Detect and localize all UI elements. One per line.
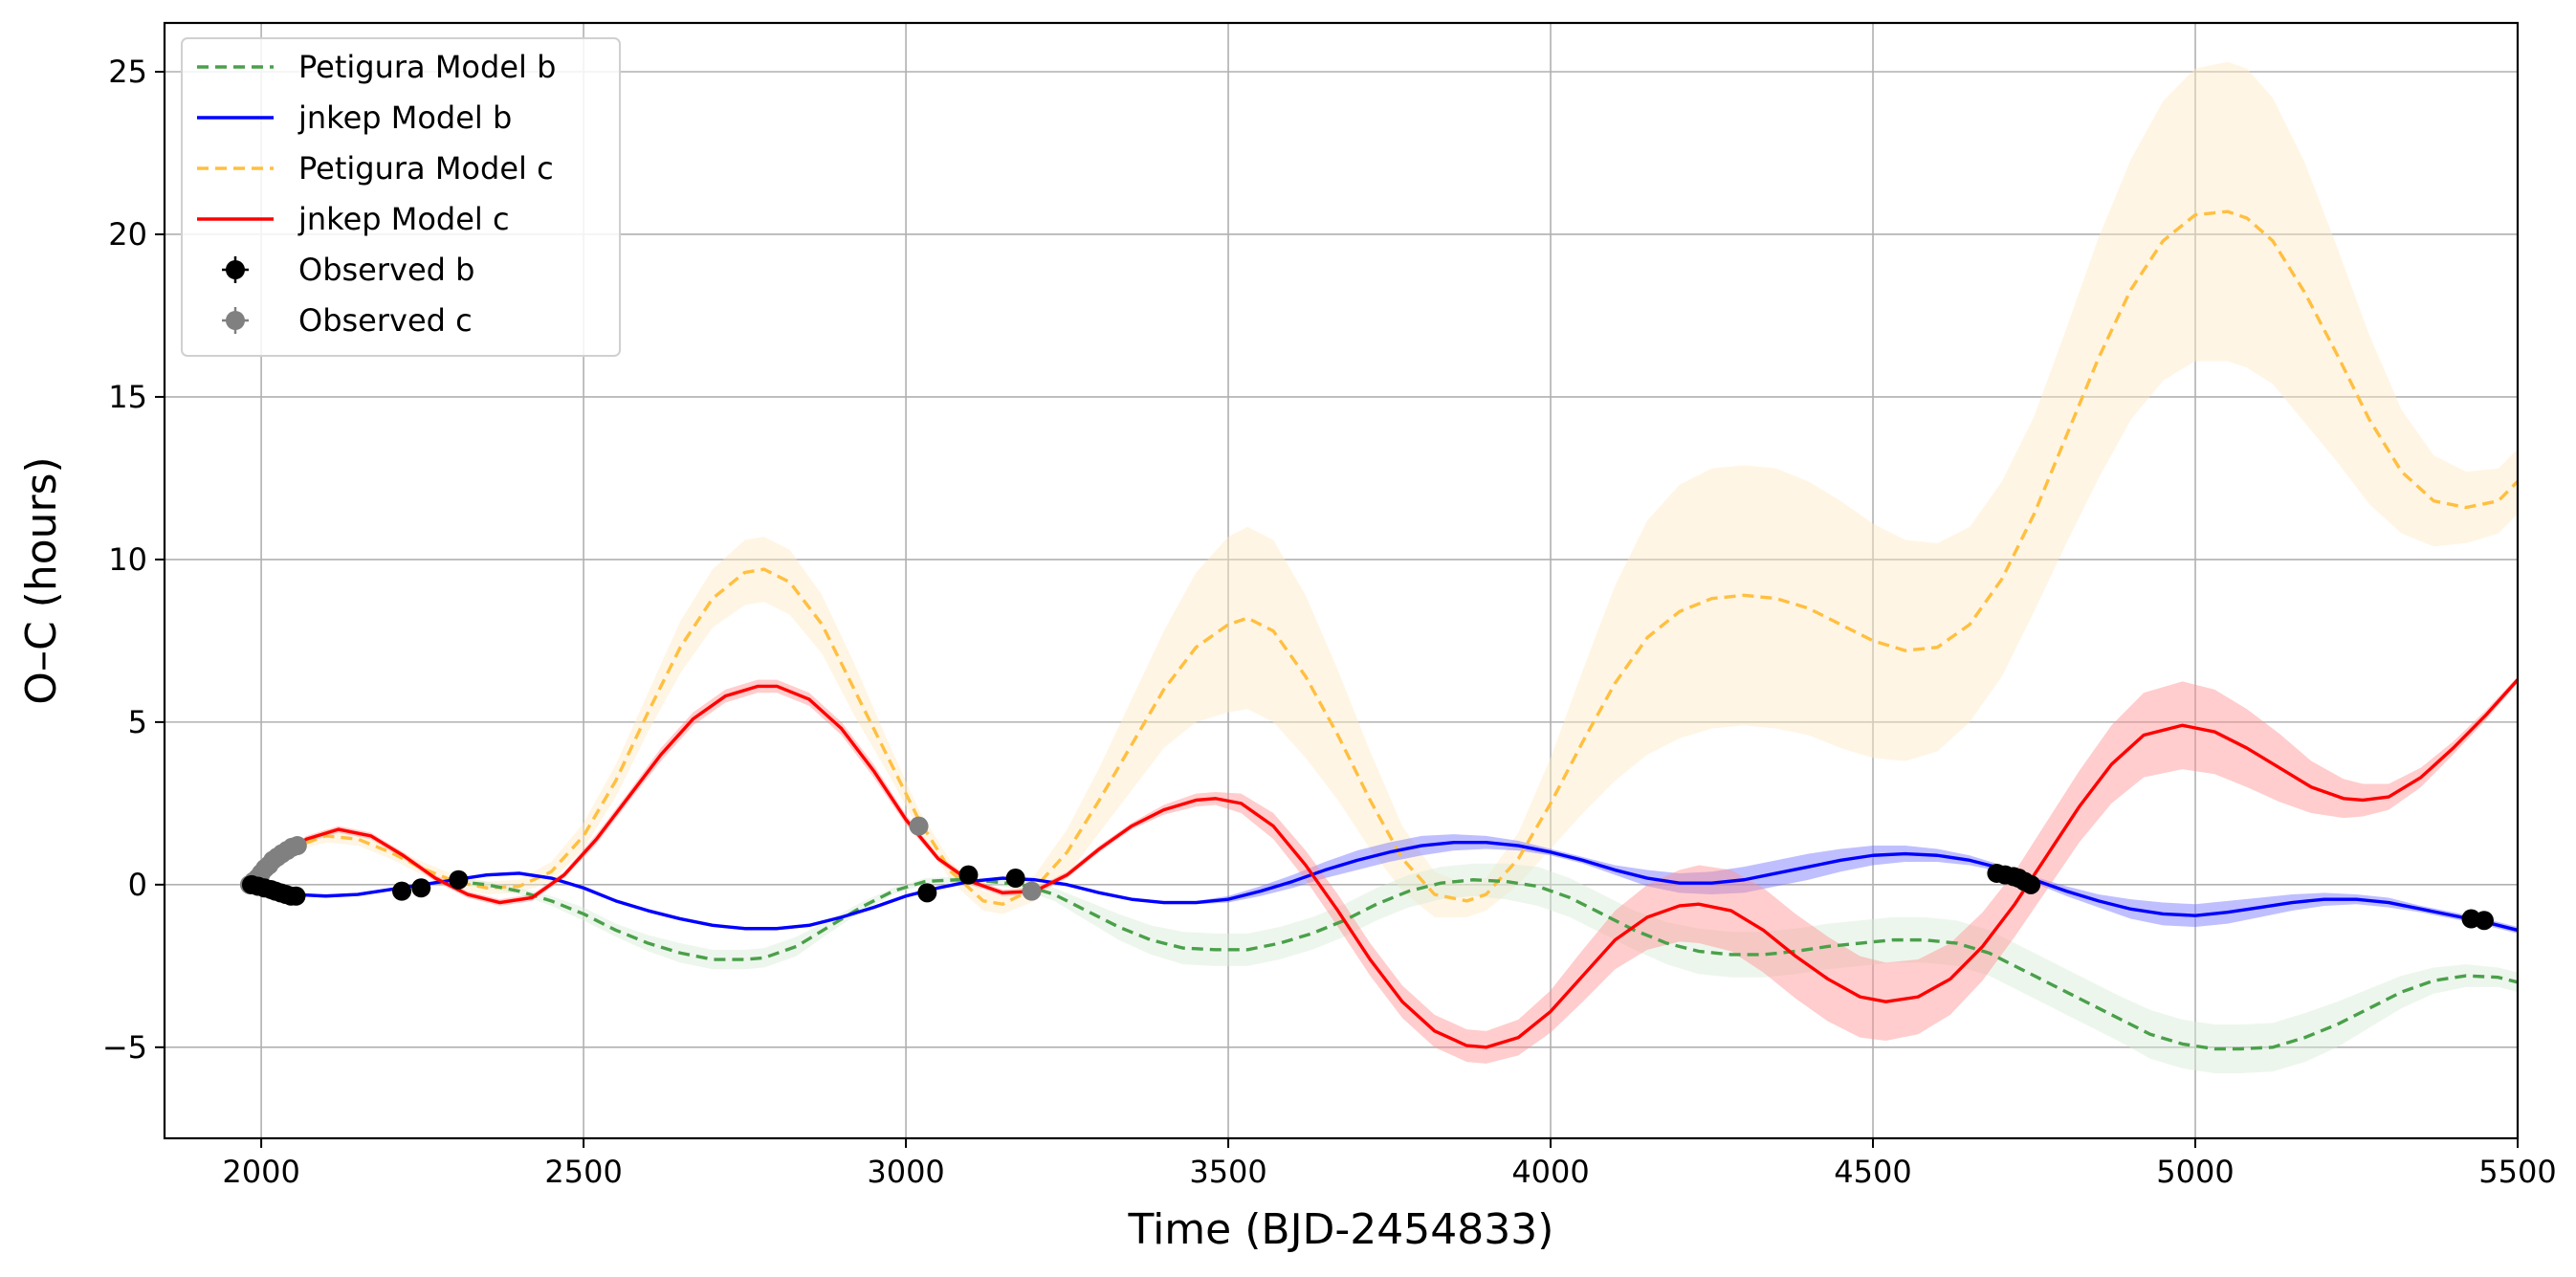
x-axis-label: Time (BJD-2454833) (1128, 1205, 1554, 1254)
legend-box (181, 37, 621, 357)
legend-marker-observed-c (226, 311, 245, 330)
y-tick-label: 0 (128, 867, 147, 903)
point-observed-b (411, 878, 431, 898)
legend: Petigura Model b jnkep Model b Petigura Mo… (181, 37, 621, 357)
band-jnkep-model-c (248, 676, 2518, 1064)
point-observed-b (392, 881, 412, 901)
line-jnkep-model-c (247, 678, 2520, 1049)
band-petigura-model-b (454, 863, 2519, 1074)
y-tick-label: 25 (108, 54, 147, 90)
legend-label-observed-b: Observed b (298, 252, 474, 288)
point-observed-b (449, 870, 469, 890)
x-tick-label: 5500 (2478, 1154, 2556, 1190)
point-observed-c (909, 816, 929, 836)
axis-ticks: 2000 2500 3000 3500 4000 4500 5000 5500 −5 0 5 10 15… (102, 54, 2557, 1190)
y-tick-label: 15 (108, 379, 147, 415)
point-observed-b (2021, 874, 2041, 894)
y-tick-label: −5 (102, 1029, 147, 1066)
y-axis-label: O–C (hours) (17, 456, 66, 704)
y-tick-label: 5 (128, 704, 147, 740)
legend-marker-observed-b (226, 260, 245, 279)
line-petigura-model-c (247, 209, 2520, 906)
legend-label-observed-c: Observed c (298, 302, 473, 339)
x-tick-label: 4000 (1511, 1154, 1589, 1190)
x-tick-label: 5000 (2156, 1154, 2234, 1190)
y-tick-label: 20 (108, 216, 147, 253)
x-tick-label: 3000 (867, 1154, 944, 1190)
legend-label-jnkep-model-c: jnkep Model c (297, 201, 510, 237)
legend-label-jnkep-model-b: jnkep Model b (297, 99, 512, 136)
line-petigura-model-b (454, 878, 2519, 1051)
point-observed-b (958, 865, 979, 885)
point-observed-b (2474, 911, 2494, 931)
point-observed-c (1022, 881, 1042, 901)
x-tick-label: 3500 (1189, 1154, 1266, 1190)
band-jnkep-model-b (248, 834, 2518, 934)
line-jnkep-model-b (248, 840, 2519, 933)
legend-label-petigura-model-c: Petigura Model c (298, 150, 554, 187)
plot-frame (163, 21, 2520, 1140)
legend-label-petigura-model-b: Petigura Model b (298, 49, 556, 85)
point-observed-b (917, 883, 937, 903)
point-observed-c (287, 836, 307, 856)
y-tick-label: 10 (108, 541, 147, 578)
point-observed-b (286, 886, 306, 906)
x-tick-label: 2500 (544, 1154, 622, 1190)
observed-points (239, 816, 2494, 931)
x-tick-label: 4500 (1834, 1154, 1911, 1190)
x-tick-label: 2000 (222, 1154, 299, 1190)
point-observed-b (1005, 869, 1025, 889)
band-petigura-model-c (248, 61, 2518, 917)
model-lines (247, 209, 2520, 1051)
uncertainty-bands (248, 61, 2519, 1074)
